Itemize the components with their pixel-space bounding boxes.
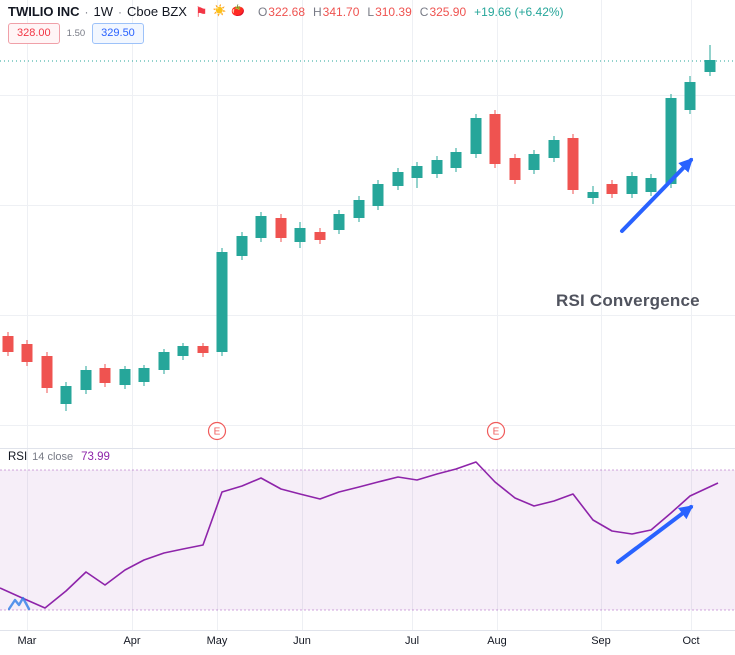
exchange-name[interactable]: Cboe BZX [127,4,187,19]
separator-dot: · [84,4,89,19]
candle-body [470,118,482,154]
tradingview-logo[interactable] [8,595,34,612]
close-value: 325.90 [429,4,467,19]
open-pair: O 322.68 [258,5,305,19]
candle-body [119,369,131,385]
ohlc-values: O 322.68 H 341.70 L 310.39 C 325.90 +19.66 (… [258,5,564,19]
candle-body [392,172,404,186]
candle-body [21,344,33,362]
separator-dot: · [118,4,122,19]
candle-body [2,336,14,352]
candle-body [158,352,170,370]
candle-body [645,178,657,192]
open-value: 322.68 [268,4,305,19]
time-axis-label-apr: Apr [123,635,141,647]
low-value: 310.39 [375,4,412,19]
spread-value: 1.50 [66,28,86,39]
open-label: O [257,4,268,19]
candle-body [138,368,150,382]
flag-icon[interactable]: ⚑ [194,3,208,20]
candle-body [528,154,540,170]
candle-body [255,216,267,238]
earnings-marker[interactable] [486,421,506,441]
low-pair: L 310.39 [367,5,411,19]
candle-body [509,158,521,180]
candle-body [333,214,345,230]
drawn-arrow[interactable] [620,157,694,233]
low-label: L [367,4,375,19]
candle-body [236,236,248,256]
rsi-line [0,461,719,609]
candle-body [197,346,209,353]
time-axis-label-sep: Sep [591,635,611,647]
candle-body [99,368,111,383]
panel-separator[interactable] [0,448,735,449]
candle-body [353,200,365,218]
candle-body [294,228,306,242]
sell-button[interactable]: 328.00 [8,23,60,44]
earnings-marker[interactable] [207,421,227,441]
close-pair: C 325.90 [420,5,466,19]
drawn-arrow[interactable] [616,505,694,564]
annotation-rsi-convergence[interactable]: RSI Convergence [556,291,700,310]
rsi-title[interactable]: RSI [8,451,28,463]
candle-body [704,60,716,72]
buy-button[interactable]: 329.50 [92,23,144,44]
candle-body [665,98,677,184]
time-axis-label-oct: Oct [682,635,700,647]
candle-body [177,346,189,356]
symbol-legend: TWILIO INC · 1W · Cboe BZX ⚑ ☀️ 🍅 O 322.6… [8,4,564,19]
time-axis-label-jul: Jul [404,635,420,647]
high-value: 341.70 [322,4,360,19]
emoji-badge-1: ☀️ [212,5,227,17]
candle-body [314,232,326,240]
close-label: C [419,4,429,19]
rsi-params: 14 close [32,451,74,463]
candle-body [80,370,92,390]
trade-panel: 328.00 1.50 329.50 [8,23,144,44]
rsi-legend: RSI 14 close 73.99 [8,451,110,463]
candle-body [626,176,638,194]
time-axis-label-may: May [206,635,228,647]
earnings-marker-label: E [493,427,500,438]
candle-body [60,386,72,404]
high-pair: H 341.70 [313,5,359,19]
tradingview-logo-mountains [8,596,31,611]
candle-body [216,252,228,352]
candle-body [411,166,423,178]
time-axis-label-jun: Jun [293,635,311,647]
rsi-band [0,470,735,610]
timeframe-value[interactable]: 1W [93,4,114,19]
symbol-name[interactable]: TWILIO INC [8,4,80,19]
candle-body [41,356,53,388]
candle-body [275,218,287,238]
candle-body [548,140,560,158]
candle-body [606,184,618,194]
candle-body [489,114,501,164]
emoji-badge-2: 🍅 [231,5,245,17]
time-axis[interactable]: Mar Apr May Jun Jul Aug Sep Oct [0,633,735,655]
change-value: +19.66 (+6.42%) [474,4,564,19]
time-axis-label-aug: Aug [487,635,507,647]
candle-body [684,82,696,110]
candle-body [372,184,384,206]
candle-body [450,152,462,168]
earnings-marker-label: E [214,427,221,438]
candle-body [567,138,579,190]
time-axis-separator [0,630,735,631]
high-label: H [313,4,322,19]
candle-body [431,160,443,174]
rsi-value: 73.99 [81,451,110,463]
candle-body [587,192,599,198]
time-axis-label-mar: Mar [17,635,37,647]
